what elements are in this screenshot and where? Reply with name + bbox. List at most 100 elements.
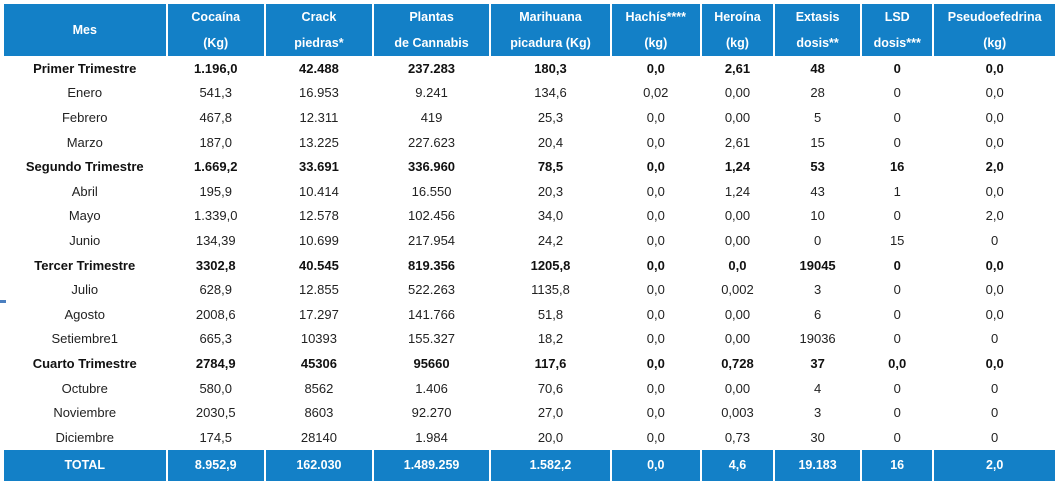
table-cell: 42.488 xyxy=(299,60,339,76)
table-cell: 0 xyxy=(813,232,822,248)
table-footer: TOTAL 8.952,9 162.030 1.489.259 1.582,2 0,0 4,… xyxy=(4,449,1055,481)
row-label: Tercer Trimestre xyxy=(34,257,136,273)
table-cell: 0,0 xyxy=(646,183,665,199)
total-cell: 162.030 xyxy=(265,449,372,481)
table-cell: 12.311 xyxy=(299,109,339,125)
total-cell: 1.489.259 xyxy=(373,449,490,481)
table-cell: 580,0 xyxy=(199,380,232,396)
table-cell: 1.984 xyxy=(415,429,448,445)
table-cell: 0,0 xyxy=(985,134,1004,150)
table-cell: 0,0 xyxy=(728,257,747,273)
table-cell: 0,0 xyxy=(646,257,665,273)
total-row: TOTAL 8.952,9 162.030 1.489.259 1.582,2 0,0 4,… xyxy=(4,449,1055,481)
total-cell: 19.183 xyxy=(775,449,861,481)
table-cell: 27,0 xyxy=(537,405,564,421)
table-cell: 53 xyxy=(810,159,825,175)
column-header-line: (kg) xyxy=(983,36,1007,50)
table-cell: 0,0 xyxy=(646,306,665,322)
table-cell: 0,02 xyxy=(643,85,669,101)
table-cell: 0 xyxy=(893,109,901,125)
left-edge-marker xyxy=(0,300,6,303)
table-cell: 3302,8 xyxy=(195,257,236,273)
table-cell: 0,73 xyxy=(724,429,751,445)
table-cell: 24,2 xyxy=(537,232,564,248)
table-cell: 15 xyxy=(810,134,825,150)
row-label: Setiembre1 xyxy=(51,331,118,347)
quarter-row: Primer Trimestre 1.196,0 42.488 237.283 180,… xyxy=(4,56,1055,81)
table-cell: 217.954 xyxy=(408,232,456,248)
table-cell: 0,0 xyxy=(985,282,1004,298)
table-cell: 0,00 xyxy=(724,109,751,125)
table-cell: 48 xyxy=(810,60,825,76)
table-cell: 16.953 xyxy=(299,85,339,101)
table-cell: 8603 xyxy=(304,405,334,421)
table-cell: 0 xyxy=(893,134,901,150)
table-cell: 19045 xyxy=(799,257,836,273)
table-cell: 34,0 xyxy=(537,208,564,224)
table-cell: 0 xyxy=(991,232,999,248)
table-cell: 8562 xyxy=(304,380,334,396)
table-cell: 70,6 xyxy=(537,380,564,396)
table-cell: 141.766 xyxy=(408,306,456,322)
table-cell: 155.327 xyxy=(408,331,456,347)
table-cell: 419 xyxy=(420,109,443,125)
column-header-line: Extasis xyxy=(795,10,840,24)
table-cell: 10.414 xyxy=(299,183,339,199)
table-cell: 195,9 xyxy=(199,183,232,199)
column-header-line: Pseudoefedrina xyxy=(947,10,1042,24)
table-cell: 2,0 xyxy=(985,159,1004,175)
table-cell: 0,0 xyxy=(646,109,665,125)
row-label: Octubre xyxy=(61,380,108,396)
row-label: Febrero xyxy=(61,109,108,125)
table-cell: 20,4 xyxy=(537,134,564,150)
table-cell: 819.356 xyxy=(408,257,456,273)
table-cell: 5 xyxy=(813,109,822,125)
table-cell: 16 xyxy=(889,159,905,175)
table-cell: 12.578 xyxy=(299,208,339,224)
column-header-line: (kg) xyxy=(644,36,668,50)
table-cell: 2784,9 xyxy=(195,355,236,371)
table-cell: 134,6 xyxy=(534,85,567,101)
month-row: Junio 134,39 10.699 217.954 24,2 0,0 0,00 0 15 0 xyxy=(4,228,1055,253)
table-cell: 665,3 xyxy=(199,331,232,347)
total-cell: 2,0 xyxy=(934,449,1055,481)
table-cell: 20,3 xyxy=(537,183,564,199)
table-cell: 1.406 xyxy=(415,380,448,396)
row-label: Diciembre xyxy=(55,429,114,445)
table-cell: 0 xyxy=(991,405,999,421)
quarter-row: Segundo Trimestre 1.669,2 33.691 336.960 78,… xyxy=(4,154,1055,179)
table-cell: 0,0 xyxy=(646,159,665,175)
table-cell: 40.545 xyxy=(299,257,339,273)
table-cell: 0,0 xyxy=(646,331,665,347)
table-cell: 237.283 xyxy=(408,60,456,76)
table-cell: 37 xyxy=(810,355,825,371)
table-cell: 0 xyxy=(893,208,901,224)
total-cell: 8.952,9 xyxy=(167,449,264,481)
table-cell: 541,3 xyxy=(199,85,232,101)
table-cell: 0,0 xyxy=(646,134,665,150)
row-label: Segundo Trimestre xyxy=(25,159,144,175)
table-cell: 0,0 xyxy=(985,60,1004,76)
total-cell: 4,6 xyxy=(701,449,774,481)
quarter-row: Cuarto Trimestre 2784,9 45306 95660 117,6 0,0… xyxy=(4,351,1055,376)
table-cell: 3 xyxy=(813,282,822,298)
table-cell: 3 xyxy=(813,405,822,421)
row-label: Mayo xyxy=(68,208,101,224)
quarter-row: Tercer Trimestre 3302,8 40.545 819.356 1205,… xyxy=(4,253,1055,278)
table-cell: 17.297 xyxy=(299,306,339,322)
row-label: Cuarto Trimestre xyxy=(32,355,137,371)
table-cell: 0,0 xyxy=(646,60,665,76)
table-cell: 1.339,0 xyxy=(194,208,238,224)
table-cell: 0 xyxy=(893,405,901,421)
column-header: Cocaína (Kg) xyxy=(167,4,264,56)
month-row: Enero 541,3 16.953 9.241 134,6 0,02 0,00 28 0 0,0 xyxy=(4,81,1055,106)
table-cell: 9.241 xyxy=(415,85,448,101)
column-header-line: Mes xyxy=(72,23,97,37)
header-row: Mes Cocaína (Kg) Crack piedras* Plantas de Can… xyxy=(4,4,1055,56)
column-header-line: dosis** xyxy=(796,36,839,50)
table-cell: 0 xyxy=(991,380,999,396)
table-cell: 0,0 xyxy=(646,282,665,298)
column-header: Hachís**** (kg) xyxy=(611,4,700,56)
table-cell: 0,0 xyxy=(646,405,665,421)
table-cell: 33.691 xyxy=(299,159,339,175)
